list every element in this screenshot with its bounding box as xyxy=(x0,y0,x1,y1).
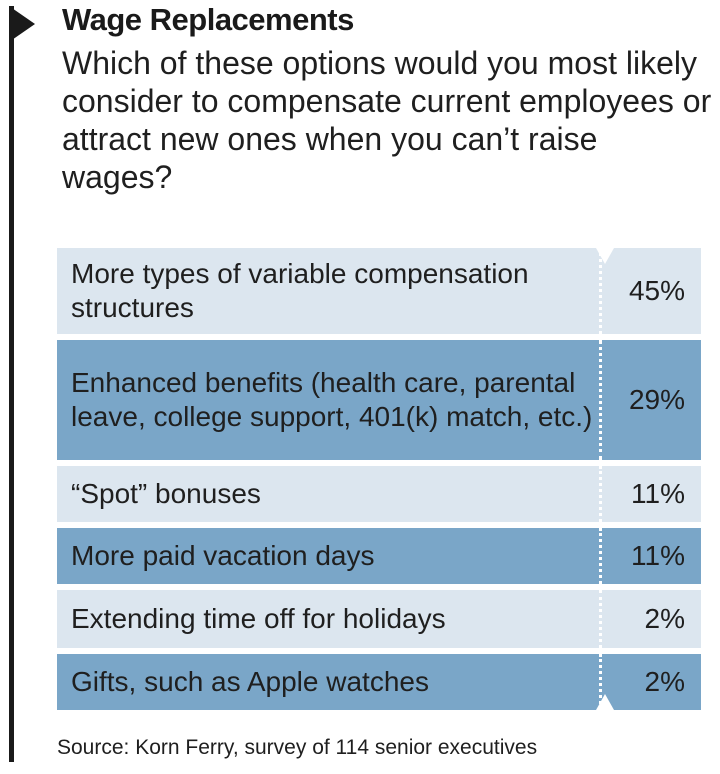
option-percent: 11% xyxy=(631,540,685,571)
option-percent: 2% xyxy=(644,666,685,697)
table-row: Enhanced benefits (health care, parental… xyxy=(57,340,701,460)
table-row: More types of variable compensation stru… xyxy=(57,248,701,334)
option-percent: 2% xyxy=(644,603,685,634)
option-label: Gifts, such as Apple watches xyxy=(71,666,429,697)
option-label: “Spot” bonuses xyxy=(71,478,261,509)
option-percent: 45% xyxy=(628,275,685,306)
table-row: Gifts, such as Apple watches 2% xyxy=(57,654,701,710)
option-label: More types of variable compensation stru… xyxy=(71,258,529,323)
column-divider xyxy=(599,528,602,584)
notch-decoration xyxy=(596,694,614,710)
table-row: Extending time off for holidays 2% xyxy=(57,590,701,648)
notch-decoration xyxy=(596,248,614,264)
column-divider xyxy=(599,590,602,648)
table-row: More paid vacation days 11% xyxy=(57,528,701,584)
source-note: Source: Korn Ferry, survey of 114 senior… xyxy=(57,736,538,759)
column-divider xyxy=(599,654,602,710)
option-label: Enhanced benefits (health care, parental… xyxy=(71,367,593,432)
column-divider xyxy=(599,466,602,522)
left-rule xyxy=(9,6,14,762)
option-percent: 29% xyxy=(628,384,685,415)
arrow-marker-icon xyxy=(9,6,35,42)
survey-question: Which of these options would you most li… xyxy=(62,45,712,195)
option-label: More paid vacation days xyxy=(71,540,375,571)
page-title: Wage Replacements xyxy=(62,2,354,37)
column-divider xyxy=(599,248,602,334)
table-row: “Spot” bonuses 11% xyxy=(57,466,701,522)
column-divider xyxy=(599,340,602,460)
option-label: Extending time off for holidays xyxy=(71,603,446,634)
option-percent: 11% xyxy=(631,478,685,509)
